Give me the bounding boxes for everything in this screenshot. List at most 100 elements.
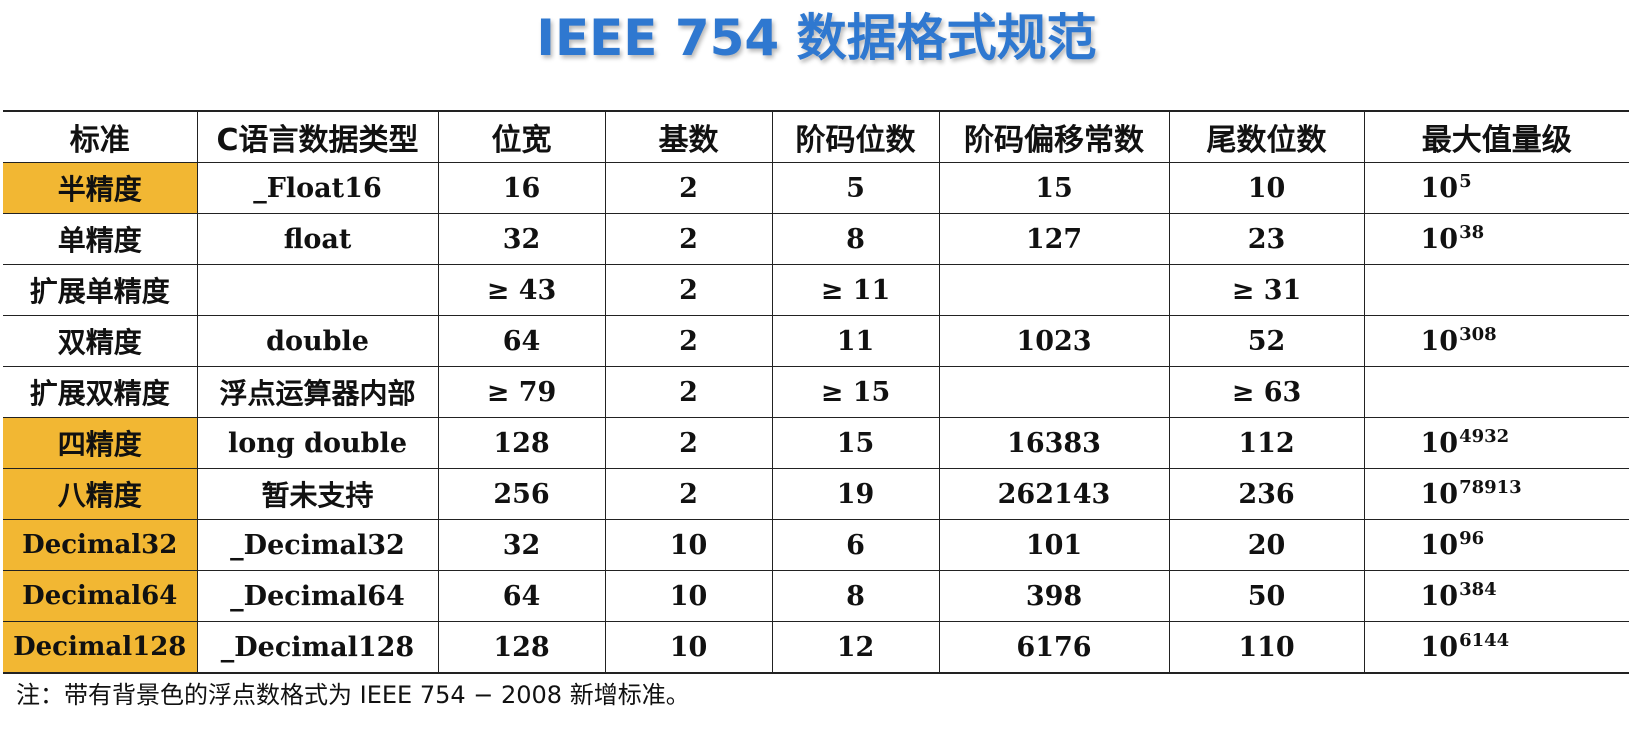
header-standard: 标准 [3,110,198,163]
header-bit-width: 位宽 [437,110,606,163]
table-header-row: 标准 C语言数据类型 位宽 基数 阶码位数 阶码偏移常数 尾数位数 最大值量级 [3,110,1629,163]
header-max-magnitude: 最大值量级 [1363,110,1629,163]
cell-mantissa-bits: 52 [1168,315,1365,367]
cell-max-magnitude: 106144 [1363,621,1629,674]
cell-mantissa-bits: 20 [1168,519,1365,571]
cell-exponent-bits: 8 [771,570,940,622]
cell-max-magnitude [1363,264,1629,316]
cell-c-type: 浮点运算器内部 [196,366,439,418]
cell-max-magnitude: 1078913 [1363,468,1629,520]
cell-exponent-bits: ≥ 15 [771,366,940,418]
table-row: 四精度 long double 128 2 15 16383 112 104932 [3,417,1629,469]
cell-exponent-bias: 127 [938,213,1170,265]
cell-bit-width: 128 [437,417,606,469]
cell-exponent-bits: 11 [771,315,940,367]
cell-standard-name: 双精度 [3,315,198,367]
cell-exponent-bias: 1023 [938,315,1170,367]
cell-radix: 2 [604,213,773,265]
cell-exponent-bias: 101 [938,519,1170,571]
header-c-type: C语言数据类型 [196,110,439,163]
magnitude-base: 10 [1420,631,1459,663]
cell-radix: 10 [604,519,773,571]
cell-exponent-bias: 6176 [938,621,1170,674]
header-mantissa-bits: 尾数位数 [1168,110,1365,163]
cell-mantissa-bits: 23 [1168,213,1365,265]
cell-bit-width: 128 [437,621,606,674]
cell-exponent-bits: 15 [771,417,940,469]
magnitude-exponent: 308 [1459,323,1497,345]
cell-c-type: 暂未支持 [196,468,439,520]
cell-c-type: _Decimal128 [196,621,439,674]
page-title: IEEE 754 数据格式规范 [536,9,1097,67]
cell-standard-name: 扩展双精度 [3,366,198,418]
cell-standard-name: Decimal32 [3,519,198,571]
magnitude-exponent: 6144 [1459,629,1510,651]
cell-c-type: float [196,213,439,265]
cell-exponent-bias: 16383 [938,417,1170,469]
cell-exponent-bits: ≥ 11 [771,264,940,316]
footnote: 注：带有背景色的浮点数格式为 IEEE 754 − 2008 新增标准。 [16,681,690,709]
table-row: 半精度 _Float16 16 2 5 15 10 105 [3,162,1629,214]
magnitude-base: 10 [1420,325,1459,357]
cell-max-magnitude: 10308 [1363,315,1629,367]
cell-max-magnitude: 1038 [1363,213,1629,265]
cell-max-magnitude: 10384 [1363,570,1629,622]
ieee754-format-table: 标准 C语言数据类型 位宽 基数 阶码位数 阶码偏移常数 尾数位数 最大值量级 … [3,110,1629,674]
cell-bit-width: ≥ 79 [437,366,606,418]
cell-bit-width: 256 [437,468,606,520]
cell-standard-name: 扩展单精度 [3,264,198,316]
table-row: 扩展双精度 浮点运算器内部 ≥ 79 2 ≥ 15 ≥ 63 [3,366,1629,418]
cell-radix: 2 [604,468,773,520]
magnitude-base: 10 [1420,529,1459,561]
cell-exponent-bits: 5 [771,162,940,214]
cell-c-type: double [196,315,439,367]
cell-bit-width: 32 [437,519,606,571]
table-row: 单精度 float 32 2 8 127 23 1038 [3,213,1629,265]
magnitude-exponent: 4932 [1459,425,1510,447]
cell-mantissa-bits: 112 [1168,417,1365,469]
cell-exponent-bias [938,366,1170,418]
header-exponent-bits: 阶码位数 [771,110,940,163]
cell-radix: 10 [604,570,773,622]
cell-mantissa-bits: ≥ 63 [1168,366,1365,418]
magnitude-exponent: 5 [1459,170,1472,192]
cell-mantissa-bits: 110 [1168,621,1365,674]
cell-standard-name: Decimal128 [3,621,198,674]
cell-exponent-bits: 6 [771,519,940,571]
cell-standard-name: Decimal64 [3,570,198,622]
cell-bit-width: ≥ 43 [437,264,606,316]
cell-radix: 2 [604,162,773,214]
cell-bit-width: 32 [437,213,606,265]
cell-exponent-bias: 398 [938,570,1170,622]
magnitude-base: 10 [1420,223,1459,255]
cell-c-type [196,264,439,316]
cell-max-magnitude: 105 [1363,162,1629,214]
cell-max-magnitude [1363,366,1629,418]
cell-exponent-bias: 15 [938,162,1170,214]
cell-bit-width: 64 [437,315,606,367]
cell-c-type: _Decimal32 [196,519,439,571]
cell-exponent-bits: 12 [771,621,940,674]
cell-radix: 10 [604,621,773,674]
cell-radix: 2 [604,315,773,367]
table-row: Decimal32 _Decimal32 32 10 6 101 20 1096 [3,519,1629,571]
cell-c-type: _Float16 [196,162,439,214]
magnitude-base: 10 [1420,580,1459,612]
header-exponent-bias: 阶码偏移常数 [938,110,1170,163]
cell-standard-name: 八精度 [3,468,198,520]
table-row: Decimal128 _Decimal128 128 10 12 6176 110 10614… [3,621,1629,674]
magnitude-base: 10 [1420,427,1459,459]
cell-mantissa-bits: 50 [1168,570,1365,622]
cell-exponent-bits: 8 [771,213,940,265]
cell-radix: 2 [604,366,773,418]
magnitude-exponent: 384 [1459,578,1497,600]
magnitude-exponent: 96 [1459,527,1485,549]
cell-mantissa-bits: ≥ 31 [1168,264,1365,316]
cell-standard-name: 半精度 [3,162,198,214]
cell-max-magnitude: 104932 [1363,417,1629,469]
cell-exponent-bits: 19 [771,468,940,520]
cell-mantissa-bits: 10 [1168,162,1365,214]
magnitude-base: 10 [1420,478,1459,510]
cell-bit-width: 64 [437,570,606,622]
cell-radix: 2 [604,264,773,316]
